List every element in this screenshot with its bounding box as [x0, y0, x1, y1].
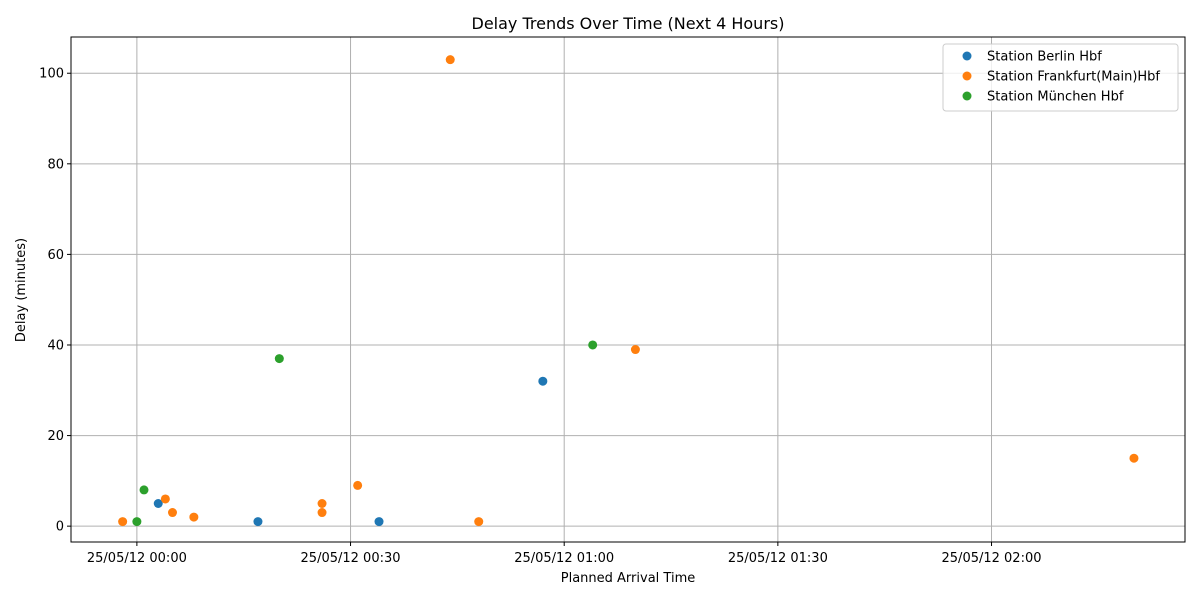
- legend-items: Station Berlin Hbf Station Frankfurt(Main…: [962, 50, 1160, 105]
- y-axis-title: Delay (minutes): [14, 238, 29, 342]
- data-point: [474, 517, 484, 527]
- data-point: [317, 499, 327, 509]
- data-point: [189, 512, 199, 522]
- data-point: [317, 508, 327, 518]
- legend-marker: [962, 71, 972, 81]
- y-tick-label: 20: [47, 429, 64, 444]
- y-tick-label: 0: [56, 520, 64, 535]
- legend-label: Station Berlin Hbf: [987, 50, 1102, 65]
- axis-ticks: 25/05/12 00:00 25/05/12 00:30 25/05/12 01:…: [39, 67, 1041, 566]
- data-point: [445, 55, 455, 65]
- y-tick-label: 60: [47, 248, 64, 263]
- y-tick-label: 80: [47, 157, 64, 172]
- x-tick-label: 25/05/12 00:30: [301, 551, 401, 566]
- legend-label: Station München Hbf: [987, 90, 1124, 105]
- y-tick-label: 40: [47, 338, 64, 353]
- data-point: [139, 485, 149, 495]
- data-point: [538, 376, 548, 386]
- data-point: [353, 480, 363, 490]
- data-point: [160, 494, 170, 504]
- data-point: [153, 499, 163, 509]
- plot-frame: [70, 36, 1186, 543]
- data-point: [253, 517, 263, 527]
- data-point: [274, 354, 284, 364]
- data-point: [374, 517, 384, 527]
- chart-title: Delay Trends Over Time (Next 4 Hours): [472, 14, 785, 33]
- x-tick-label: 25/05/12 01:00: [514, 551, 614, 566]
- data-point: [588, 340, 598, 350]
- legend-box: [942, 43, 1179, 112]
- x-tick-label: 25/05/12 02:00: [942, 551, 1042, 566]
- data-point: [132, 517, 142, 527]
- x-tick-label: 25/05/12 00:00: [87, 551, 187, 566]
- x-axis-title: Planned Arrival Time: [561, 571, 695, 586]
- x-tick-label: 25/05/12 01:30: [728, 551, 828, 566]
- data-point: [167, 508, 177, 518]
- data-point: [1129, 453, 1139, 463]
- legend-marker: [962, 51, 972, 61]
- legend-label: Station Frankfurt(Main)Hbf: [987, 70, 1160, 85]
- data-point: [630, 345, 640, 355]
- data-point: [118, 517, 128, 527]
- y-tick-label: 100: [39, 67, 64, 82]
- data-points: [118, 55, 1139, 527]
- legend-marker: [962, 91, 972, 101]
- legend: Station Berlin Hbf Station Frankfurt(Main…: [942, 43, 1179, 112]
